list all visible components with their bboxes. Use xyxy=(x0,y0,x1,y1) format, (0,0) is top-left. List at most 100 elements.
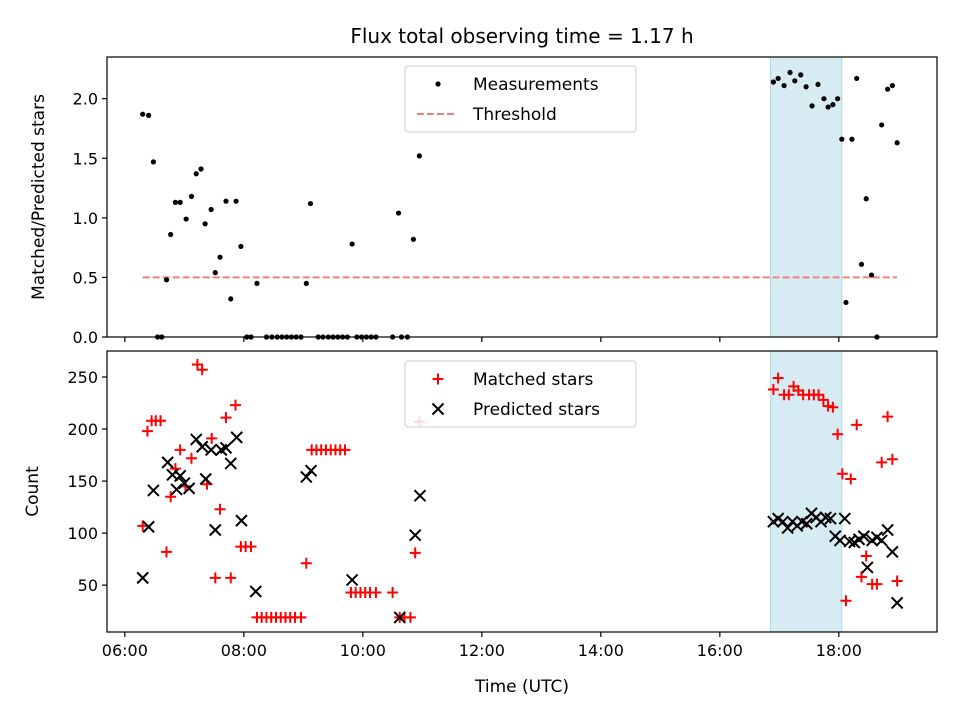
matched-star-point xyxy=(196,364,208,376)
y-axis-label: Matched/Predicted stars xyxy=(29,94,49,300)
predicted-star-point xyxy=(345,573,359,587)
measurement-point xyxy=(198,166,204,172)
matched-star-point xyxy=(165,491,177,503)
matched-star-point xyxy=(339,444,351,456)
legend-marker-matched xyxy=(432,373,444,385)
matched-star-point xyxy=(230,399,242,411)
predicted-star-point xyxy=(304,464,318,477)
predicted-star-point xyxy=(861,561,874,574)
highlight-span xyxy=(769,350,843,633)
predicted-star-point xyxy=(209,523,222,537)
legend-marker-predicted xyxy=(431,402,445,416)
matched-star-point xyxy=(767,384,779,396)
matched-star-point xyxy=(882,411,894,423)
measurement-point xyxy=(177,199,183,205)
y-tick-label: 200 xyxy=(67,420,98,439)
measurement-point xyxy=(146,112,152,118)
x-tick-label: 16:00 xyxy=(697,641,743,660)
matched-star-point xyxy=(772,372,784,384)
predicted-star-point xyxy=(235,514,248,527)
matched-star-point xyxy=(813,389,825,401)
matched-star-point xyxy=(295,611,307,623)
measurement-point xyxy=(885,86,891,92)
measurement-point xyxy=(825,104,831,110)
predicted-star-point xyxy=(161,456,174,469)
predicted-star-point xyxy=(173,469,187,483)
x-tick-label: 06:00 xyxy=(102,641,148,660)
matched-star-point xyxy=(860,550,872,562)
matched-star-point xyxy=(851,419,863,431)
matched-star-point xyxy=(855,571,867,583)
measurement-point xyxy=(223,198,229,204)
bottom-panel: 50 100 150 200 250 06:00 08:00 10:00 12:00 14:00 1… xyxy=(23,350,938,660)
predicted-star-point xyxy=(875,534,888,547)
measurement-point xyxy=(217,254,223,260)
y-axis-label: Count xyxy=(23,466,43,517)
y-tick-label: 50 xyxy=(78,576,98,595)
measurement-point xyxy=(233,198,239,204)
x-axis-label: Time (UTC) xyxy=(474,677,569,697)
predicted-star-point xyxy=(886,545,899,559)
predicted-star-point xyxy=(824,512,837,525)
measurement-point xyxy=(803,84,809,90)
predicted-star-point xyxy=(800,517,813,530)
matched-star-point xyxy=(845,473,857,485)
matched-star-point xyxy=(827,401,839,413)
measurement-point xyxy=(349,241,355,247)
measurement-point xyxy=(163,277,170,283)
predicted-star-point xyxy=(393,611,406,624)
matched-star-point xyxy=(191,359,203,371)
y-tick-label: 100 xyxy=(67,524,98,543)
measurement-point xyxy=(395,210,402,216)
matched-star-point xyxy=(404,611,416,623)
matched-star-point xyxy=(387,586,399,598)
measurement-point xyxy=(140,111,146,117)
top-panel: 0.0 0.5 1.0 1.5 2.0 Matched/Predicted stars Me… xyxy=(29,56,938,347)
predicted-star-point xyxy=(843,535,856,548)
measurement-point xyxy=(835,96,841,102)
matched-star-point xyxy=(891,575,903,587)
measurement-point xyxy=(212,270,218,276)
predicted-star-point xyxy=(182,482,196,495)
measurement-point xyxy=(208,206,214,213)
matched-star-point xyxy=(206,432,218,444)
measurement-point xyxy=(821,96,827,102)
matched-star-point xyxy=(783,389,795,401)
measurement-point xyxy=(254,280,260,286)
y-tick-label: 250 xyxy=(67,368,98,387)
measurement-point xyxy=(787,69,793,76)
predicted-star-point xyxy=(224,457,237,470)
matched-star-point xyxy=(822,400,834,412)
measurement-point xyxy=(798,72,804,78)
measurement-point xyxy=(839,136,845,142)
measurement-point xyxy=(168,231,174,238)
predicted-star-point xyxy=(781,521,794,535)
predicted-star-point xyxy=(300,470,313,484)
measurement-point xyxy=(172,199,179,205)
matched-star-point xyxy=(141,425,153,437)
predicted-star-point xyxy=(204,443,218,457)
legend: Measurements Threshold xyxy=(404,65,637,133)
legend-box xyxy=(404,360,637,428)
measurement-point xyxy=(307,200,314,207)
predicted-star-point xyxy=(170,483,183,496)
matched-star-point xyxy=(160,546,172,558)
measurement-point xyxy=(193,171,199,177)
matched-star-point xyxy=(209,572,221,584)
y-tick-label: 0.0 xyxy=(73,328,98,347)
measurement-point xyxy=(770,79,776,85)
measurement-point xyxy=(410,236,417,242)
legend: Matched stars Predicted stars xyxy=(404,360,637,428)
predicted-star-point xyxy=(147,484,160,497)
x-tick-label: 10:00 xyxy=(340,641,386,660)
measurement-point xyxy=(889,82,895,89)
matched-star-point xyxy=(174,444,186,456)
measurement-point xyxy=(868,272,875,278)
predicted-star-point xyxy=(249,585,262,598)
measurement-point xyxy=(815,81,821,88)
matched-star-point xyxy=(876,456,888,468)
legend-label: Measurements xyxy=(473,75,599,95)
measurement-point xyxy=(228,296,234,302)
chart-title: Flux total observing time = 1.17 h xyxy=(350,24,693,48)
matched-star-point xyxy=(840,595,852,607)
